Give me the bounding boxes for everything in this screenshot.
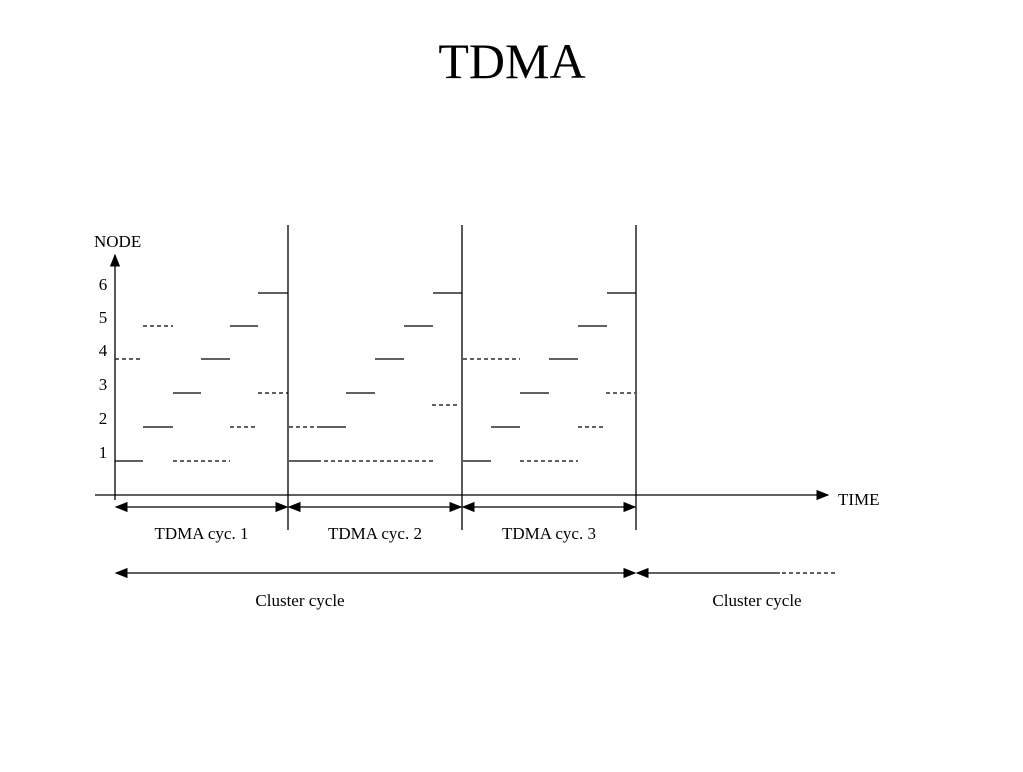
x-axis-label: TIME [838, 490, 880, 509]
cluster-label: Cluster cycle [255, 591, 344, 610]
tdma-diagram: 6 5 4 3 2 1 TDMA cyc. 1 TDMA cyc. 2 TDMA cyc. 3 C… [95, 225, 836, 610]
node-label: 4 [99, 341, 108, 360]
node-label: 3 [99, 375, 108, 394]
cycle-label: TDMA cyc. 1 [155, 524, 249, 543]
node-label: 2 [99, 409, 108, 428]
cycle-label: TDMA cyc. 3 [502, 524, 596, 543]
node-label: 6 [99, 275, 108, 294]
y-axis-label: NODE [94, 232, 141, 251]
cycle-label: TDMA cyc. 2 [328, 524, 422, 543]
cluster-label: Cluster cycle [712, 591, 801, 610]
node-label: 1 [99, 443, 108, 462]
node-label: 5 [99, 308, 108, 327]
slide-title: TDMA [438, 33, 585, 89]
